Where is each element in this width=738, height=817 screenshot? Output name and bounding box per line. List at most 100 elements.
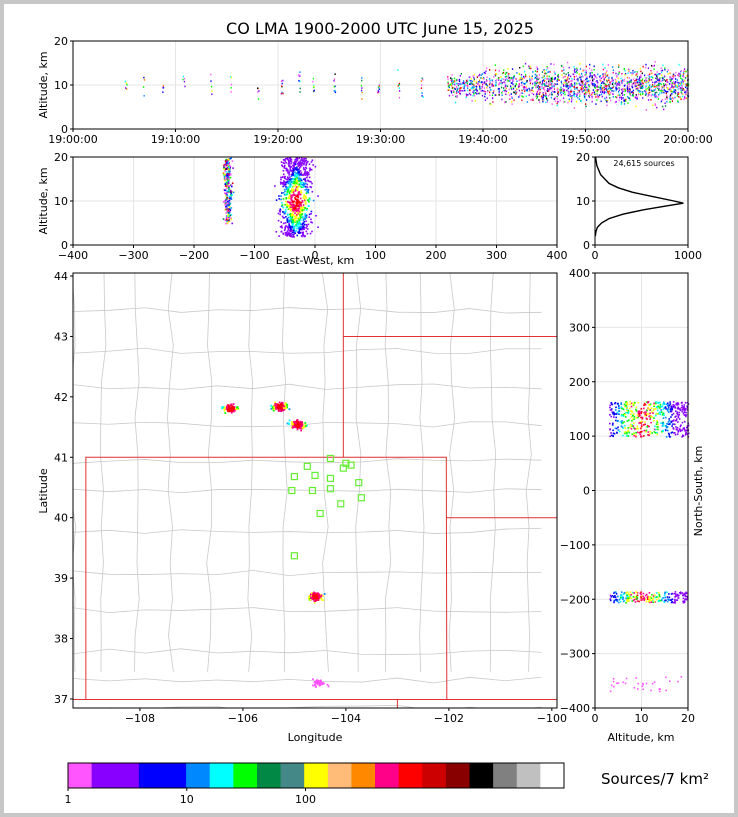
ew-source: [284, 222, 287, 224]
alt-ns-source: [685, 592, 688, 595]
ew-source: [300, 231, 302, 234]
alt-ns-source: [633, 416, 636, 418]
ew-source: [308, 176, 311, 179]
ew-source: [304, 185, 307, 188]
time-alt-source: [515, 93, 517, 96]
ew-source: [301, 208, 304, 211]
time-alt-source: [654, 103, 656, 105]
time-alt-source: [470, 77, 472, 80]
alt-ns-source: [620, 421, 623, 424]
alt-ns-source: [666, 409, 669, 412]
time-alt-source: [539, 81, 541, 84]
alt-ns-source: [636, 600, 639, 602]
time-alt-source: [455, 85, 458, 88]
time-alt-source: [614, 96, 617, 98]
alt-ns-source: [657, 406, 660, 409]
alt-ns-source: [636, 414, 639, 416]
time-alt-source: [596, 99, 598, 101]
ew-source: [297, 218, 300, 220]
time-alt-source: [654, 81, 656, 84]
time-alt-source: [377, 91, 379, 94]
ew-source: [310, 181, 312, 183]
station-marker: [290, 473, 299, 481]
time-alt-source: [602, 81, 604, 84]
alt-ns-source: [668, 418, 670, 420]
ew-source: [297, 185, 300, 188]
ew-source: [285, 186, 287, 188]
alt-ns-source: [659, 413, 661, 416]
plan-source: [288, 408, 291, 411]
time-alt-source: [473, 73, 475, 76]
ew-source: [227, 176, 230, 179]
time-alt-source: [457, 91, 460, 93]
alt-ns-source: [650, 411, 653, 413]
time-alt-source: [618, 91, 620, 93]
time-alt-source: [639, 87, 642, 90]
ew-source: [225, 198, 227, 201]
time-alt-source: [626, 80, 628, 83]
time-alt-source: [628, 68, 630, 71]
time-alt-source: [615, 100, 617, 103]
ew-source: [299, 170, 302, 172]
time-alt-source: [557, 78, 559, 80]
alt-ns-source: [652, 595, 655, 597]
alt-ns-source: [633, 413, 635, 415]
alt-ns-source: [675, 403, 677, 406]
ew-source: [299, 226, 302, 229]
time-alt-source: [670, 93, 672, 96]
alt-ns-source: [620, 594, 623, 597]
alt-ns-source: [652, 408, 655, 411]
time-alt-source: [545, 69, 548, 71]
ew-source: [307, 223, 310, 226]
county-line: [489, 273, 497, 672]
time-alt-source: [682, 73, 685, 75]
time-alt-source: [642, 65, 644, 68]
ew-source: [293, 194, 295, 197]
time-alt-source: [635, 82, 637, 85]
alt-ns-source: [685, 595, 688, 598]
time-alt-source: [542, 76, 545, 79]
time-alt-source: [605, 83, 607, 86]
time-alt-source: [663, 83, 665, 85]
time-alt-source: [616, 81, 618, 84]
time-alt-source: [545, 84, 547, 87]
time-alt-source: [607, 83, 609, 86]
county-line: [73, 383, 542, 390]
time-alt-source: [596, 85, 598, 88]
time-alt-source: [609, 94, 611, 96]
alt-ns-source: [655, 423, 658, 425]
ew-source: [298, 157, 301, 160]
ew-source: [288, 164, 291, 167]
chart-title: CO LMA 1900-2000 UTC June 15, 2025: [226, 19, 534, 38]
ew-source: [303, 182, 305, 185]
time-alt-source: [628, 77, 630, 79]
alt-ns-source: [623, 425, 626, 427]
time-alt-source: [593, 78, 595, 80]
station-marker: [355, 479, 363, 487]
time-alt-source: [486, 80, 488, 82]
time-alt-source: [506, 85, 509, 88]
time-alt-source: [531, 98, 534, 101]
alt-ns-source: [640, 412, 643, 415]
time-alt-source: [452, 80, 454, 82]
alt-ns-source: [670, 601, 673, 604]
time-alt-source: [564, 100, 566, 103]
alt-ns-source: [663, 401, 665, 404]
time-alt-source: [675, 90, 677, 93]
alt-ns-source: [644, 411, 646, 414]
time-alt-source: [632, 82, 635, 85]
ew-source: [292, 234, 294, 236]
ew-source: [282, 232, 285, 235]
alt-ns-source: [681, 435, 683, 438]
time-alt-source: [559, 90, 562, 93]
alt-ns-source: [658, 594, 661, 597]
alt-ns-source: [615, 427, 618, 430]
ew-source: [288, 226, 290, 229]
time-alt-source: [668, 83, 671, 85]
time-alt-source: [562, 66, 565, 69]
time-alt-source: [478, 79, 481, 82]
altitude-profile-line: [594, 156, 684, 237]
plan-source: [233, 409, 236, 412]
time-alt-source: [494, 73, 497, 76]
alt-ns-source: [622, 415, 625, 417]
